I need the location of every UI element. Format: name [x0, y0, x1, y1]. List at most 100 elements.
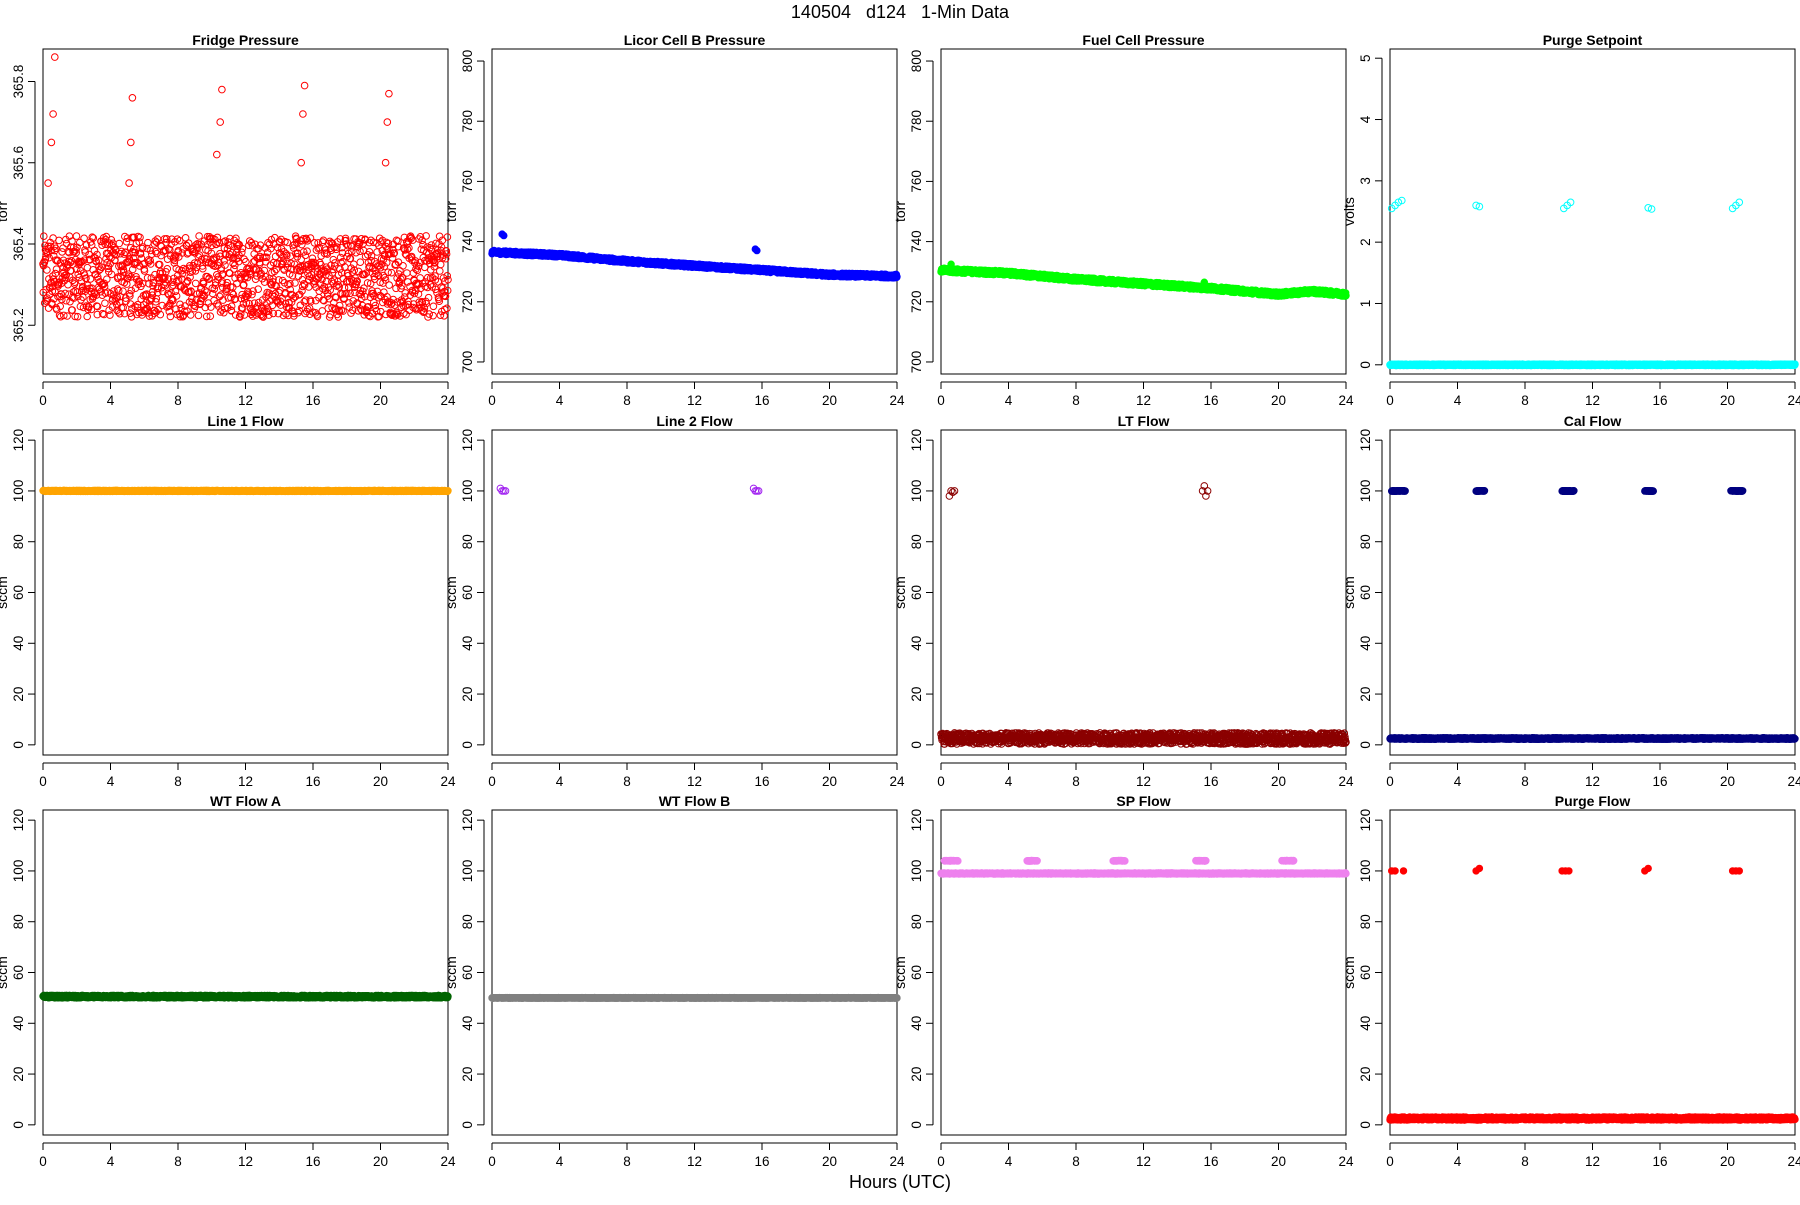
data-point — [73, 233, 80, 240]
data-point — [386, 282, 393, 289]
y-tick-label: 700 — [460, 351, 475, 374]
data-point — [754, 247, 761, 254]
x-tick-label: 20 — [373, 393, 388, 408]
data-points — [938, 261, 1350, 300]
data-point — [45, 180, 52, 187]
x-tick-label: 12 — [1585, 393, 1600, 408]
panel-title: Purge Setpoint — [1543, 32, 1643, 48]
data-point — [214, 151, 221, 158]
y-tick-label: 760 — [909, 170, 924, 193]
x-tick-label: 0 — [39, 393, 47, 408]
y-tick-label: 0 — [1358, 361, 1373, 369]
y-tick-label: 740 — [460, 230, 475, 253]
data-point — [1343, 293, 1350, 300]
x-tick-label: 0 — [1386, 393, 1394, 408]
data-point — [948, 261, 955, 268]
data-point — [228, 303, 235, 310]
data-point — [195, 312, 202, 319]
y-tick-label: 365.4 — [11, 227, 26, 261]
data-point — [437, 268, 444, 275]
x-tick-label: 8 — [174, 393, 182, 408]
data-point — [444, 305, 451, 312]
data-point — [187, 312, 194, 319]
data-point — [382, 159, 389, 166]
x-tick-label: 4 — [1005, 393, 1013, 408]
data-points — [1387, 197, 1799, 369]
x-tick-label: 24 — [1338, 393, 1354, 408]
x-tick-label: 20 — [1720, 393, 1735, 408]
data-point — [217, 119, 224, 126]
y-tick-label: 720 — [909, 291, 924, 314]
x-tick-label: 8 — [1521, 393, 1529, 408]
panel-title: Fridge Pressure — [192, 32, 299, 48]
y-axis: 0 1 2 3 4 5 — [1358, 54, 1382, 368]
y-tick-label: 2 — [1358, 238, 1373, 246]
data-point — [444, 234, 451, 241]
y-axis: 700 720 740 760 780 800 — [909, 50, 933, 373]
data-point — [386, 90, 393, 97]
y-tick-label: 720 — [460, 291, 475, 314]
x-tick-label: 12 — [687, 393, 702, 408]
y-tick-label: 3 — [1358, 177, 1373, 185]
x-tick-label: 24 — [889, 393, 905, 408]
y-tick-label: 800 — [460, 50, 475, 73]
data-point — [219, 86, 226, 93]
data-point — [894, 273, 901, 280]
data-point — [52, 54, 59, 61]
y-tick-label: 700 — [909, 351, 924, 374]
data-point — [196, 233, 203, 240]
data-point — [384, 119, 391, 126]
x-tick-label: 4 — [1454, 393, 1462, 408]
data-point — [81, 235, 88, 242]
x-tick-label: 24 — [440, 393, 456, 408]
data-point — [102, 300, 109, 307]
y-tick-label: 5 — [1358, 54, 1373, 62]
data-point — [50, 111, 57, 118]
data-point — [298, 159, 305, 166]
y-axis-label: torr — [892, 201, 908, 222]
data-point — [300, 111, 307, 118]
y-tick-label: 4 — [1358, 115, 1373, 123]
data-point — [1201, 279, 1208, 286]
data-points — [40, 54, 452, 321]
y-axis-label: torr — [0, 201, 10, 222]
y-tick-label: 1 — [1358, 300, 1373, 308]
panel-title: Licor Cell B Pressure — [624, 32, 766, 48]
data-point — [84, 313, 91, 320]
y-tick-label: 800 — [909, 50, 924, 73]
y-axis-label: torr — [443, 201, 459, 222]
data-point — [44, 267, 51, 274]
data-point — [404, 270, 411, 277]
data-point — [403, 311, 410, 318]
x-tick-label: 0 — [937, 393, 945, 408]
y-tick-label: 365.2 — [11, 308, 26, 342]
x-tick-label: 8 — [623, 393, 631, 408]
data-point — [116, 240, 123, 247]
y-tick-label: 740 — [909, 230, 924, 253]
data-point — [437, 261, 444, 268]
data-point — [192, 280, 199, 287]
x-tick-label: 20 — [822, 393, 837, 408]
y-tick-label: 780 — [909, 110, 924, 133]
panel-title: Fuel Cell Pressure — [1082, 32, 1204, 48]
y-tick-label: 365.6 — [11, 146, 26, 180]
data-point — [53, 266, 60, 273]
plot-frame — [492, 49, 897, 374]
data-point — [501, 232, 508, 239]
y-axis-label: volts — [1341, 197, 1357, 226]
x-tick-label: 24 — [1787, 393, 1800, 408]
data-point — [357, 259, 364, 266]
y-tick-label: 780 — [460, 110, 475, 133]
x-tick-label: 16 — [305, 393, 320, 408]
